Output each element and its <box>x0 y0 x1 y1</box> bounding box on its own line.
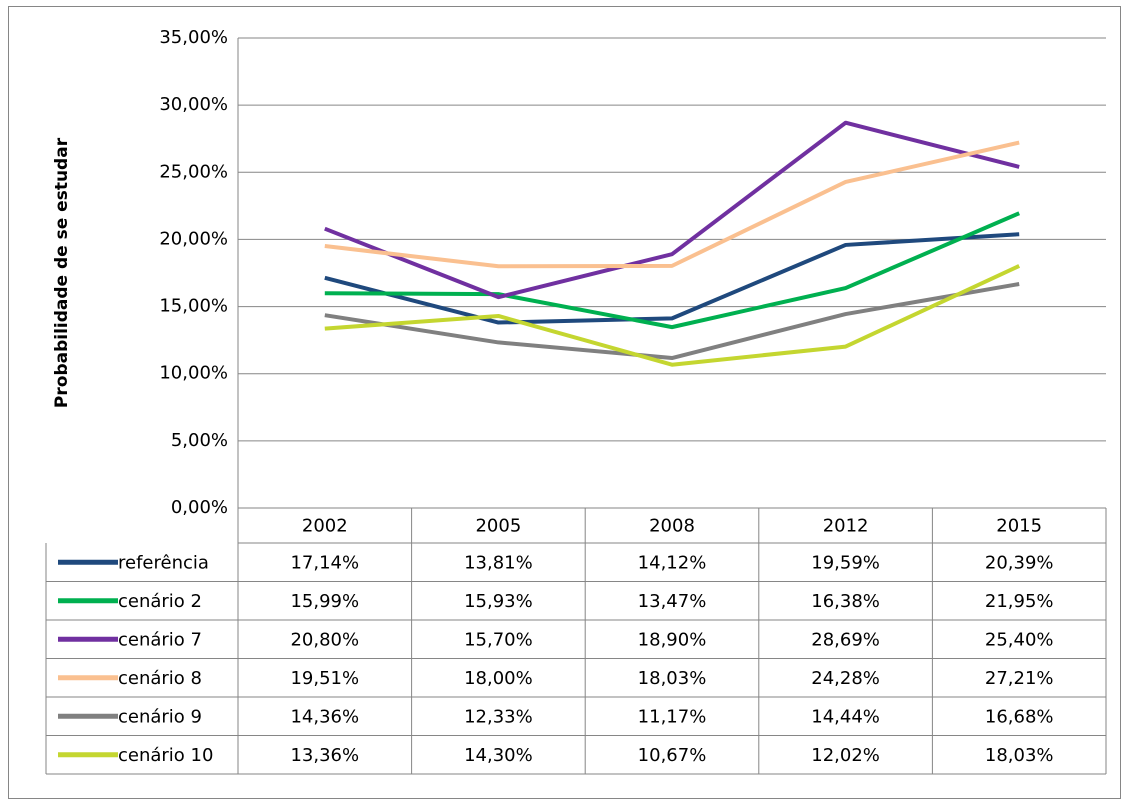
table-value: 13,47% <box>638 591 707 612</box>
table-value: 15,93% <box>464 591 533 612</box>
table-value: 28,69% <box>811 629 880 650</box>
x-tick-label: 2015 <box>996 516 1042 537</box>
table-value: 25,40% <box>985 629 1054 650</box>
y-tick-label: 0,00% <box>171 497 228 518</box>
series-line <box>324 120 1020 300</box>
table-value: 21,95% <box>985 591 1054 612</box>
table-value: 17,14% <box>290 552 359 573</box>
y-tick-label: 30,00% <box>159 94 228 115</box>
table-value: 18,03% <box>985 745 1054 766</box>
series-line <box>324 211 1020 330</box>
y-tick-label: 35,00% <box>159 27 228 48</box>
table-value: 15,99% <box>290 591 359 612</box>
table-value: 18,90% <box>638 629 707 650</box>
y-axis-label: Probabilidade de se estudar <box>52 137 72 408</box>
table-value: 19,59% <box>811 552 880 573</box>
table-value: 12,33% <box>464 706 533 727</box>
table-value: 11,17% <box>638 706 707 727</box>
table-value: 14,44% <box>811 706 880 727</box>
table-value: 14,36% <box>290 706 359 727</box>
table-value: 12,02% <box>811 745 880 766</box>
table-value: 13,81% <box>464 552 533 573</box>
x-tick-label: 2008 <box>649 516 695 537</box>
table-value: 20,39% <box>985 552 1054 573</box>
table-value: 16,38% <box>811 591 880 612</box>
table-value: 15,70% <box>464 629 533 650</box>
x-tick-label: 2005 <box>475 516 521 537</box>
legend-label: cenário 9 <box>118 706 202 727</box>
table-value: 18,03% <box>638 668 707 689</box>
legend-label: referência <box>118 552 209 573</box>
legend-label: cenário 7 <box>118 629 202 650</box>
table-value: 10,67% <box>638 745 707 766</box>
series-line <box>324 140 1020 269</box>
table-value: 27,21% <box>985 668 1054 689</box>
y-tick-label: 15,00% <box>159 296 228 317</box>
series-line <box>324 282 1020 361</box>
table-value: 19,51% <box>290 668 359 689</box>
table-value: 16,68% <box>985 706 1054 727</box>
table-value: 14,30% <box>464 745 533 766</box>
series-line <box>324 264 1021 367</box>
table-value: 13,36% <box>290 745 359 766</box>
legend-label: cenário 2 <box>118 591 202 612</box>
y-tick-label: 10,00% <box>159 363 228 384</box>
y-tick-label: 20,00% <box>159 228 228 249</box>
table-value: 18,00% <box>464 668 533 689</box>
y-tick-label: 25,00% <box>159 161 228 182</box>
chart-frame <box>8 6 1121 799</box>
series-line <box>324 232 1020 325</box>
table-value: 20,80% <box>290 629 359 650</box>
table-value: 24,28% <box>811 668 880 689</box>
y-tick-label: 5,00% <box>171 430 228 451</box>
x-tick-label: 2012 <box>823 516 869 537</box>
x-tick-label: 2002 <box>302 516 348 537</box>
table-value: 14,12% <box>638 552 707 573</box>
legend-label: cenário 8 <box>118 668 202 689</box>
legend-label: cenário 10 <box>118 745 213 766</box>
